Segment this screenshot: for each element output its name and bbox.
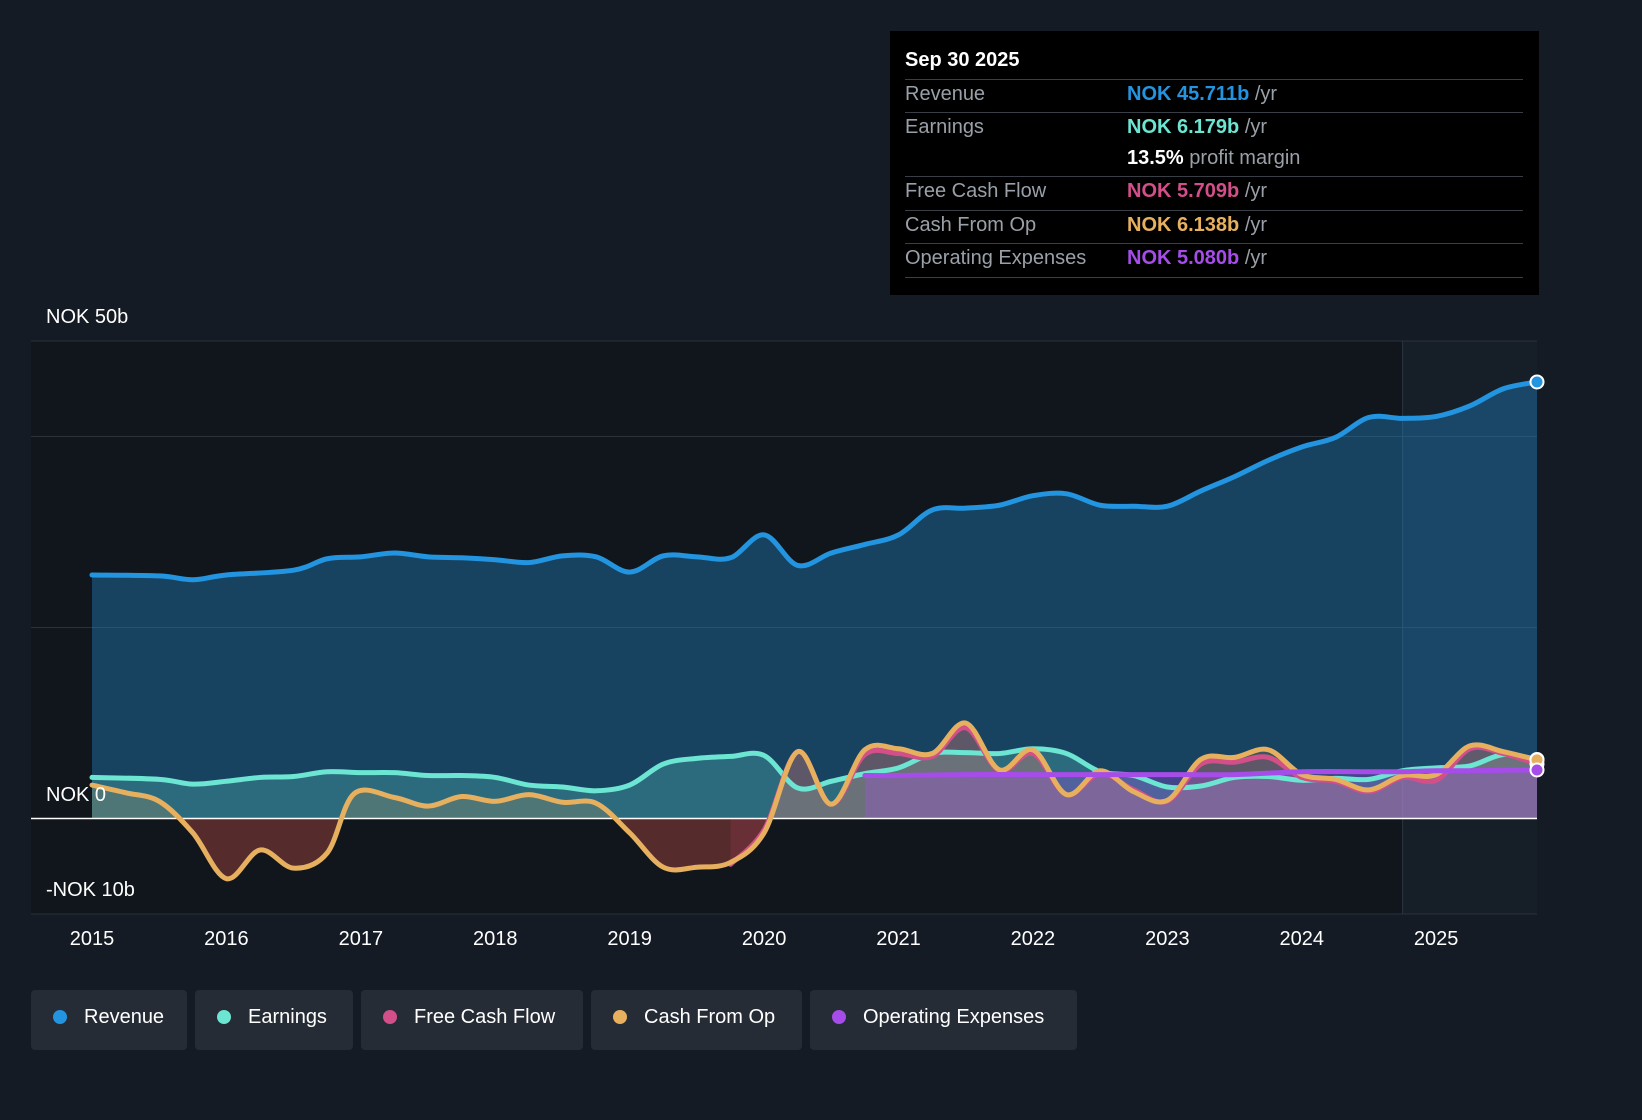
- legend-label: Earnings: [248, 1006, 327, 1028]
- legend-revenue[interactable]: Revenue: [31, 990, 187, 1050]
- x-tick-label: 2017: [338, 928, 384, 950]
- tooltip-row-cfo: Cash From Op NOK 6.138b /yr: [905, 210, 1523, 244]
- tooltip-value: NOK 5.709b /yr: [1127, 180, 1268, 202]
- tooltip-label: Earnings: [905, 116, 984, 138]
- legend-cash-from-op[interactable]: Cash From Op: [591, 990, 802, 1050]
- x-tick-label: 2022: [1010, 928, 1056, 950]
- tooltip-value: 13.5% profit margin: [1127, 147, 1301, 169]
- legend-label: Free Cash Flow: [414, 1006, 556, 1028]
- tooltip-bottom-rule: [905, 277, 1523, 278]
- tooltip-label: Revenue: [905, 83, 986, 105]
- series-end-dots: [1529, 374, 1545, 778]
- legend-free-cash-flow[interactable]: Free Cash Flow: [361, 990, 583, 1050]
- legend-earnings[interactable]: Earnings: [195, 990, 353, 1050]
- tooltip-row-opex: Operating Expenses NOK 5.080b /yr: [905, 243, 1523, 277]
- x-tick-label: 2018: [473, 928, 518, 950]
- area-cash-from-op: [92, 722, 1537, 879]
- tooltip-row-margin: 13.5% profit margin: [905, 144, 1523, 177]
- y-label-zero: NOK 0: [46, 784, 107, 806]
- legend-dot-icon: [613, 1010, 627, 1024]
- area-free-cash-flow: [730, 727, 1537, 865]
- tooltip-row-revenue: Revenue NOK 45.711b /yr: [905, 79, 1523, 113]
- legend-dot-icon: [383, 1010, 397, 1024]
- chart: [31, 340, 1545, 915]
- tooltip-row-fcf: Free Cash Flow NOK 5.709b /yr: [905, 176, 1523, 210]
- end-point-operating-expenses: [1529, 762, 1545, 778]
- line-earnings: [89, 746, 1540, 794]
- y-label-top: NOK 50b: [46, 306, 129, 328]
- area-earnings: [92, 748, 1537, 819]
- legend-label: Revenue: [84, 1006, 165, 1028]
- tooltip-date: Sep 30 2025: [905, 49, 1020, 71]
- legend-label: Operating Expenses: [863, 1006, 1045, 1028]
- tooltip-value: NOK 6.179b /yr: [1127, 116, 1268, 138]
- legend-label: Cash From Op: [644, 1006, 776, 1028]
- y-label-bottom: -NOK 10b: [46, 879, 135, 901]
- end-point-revenue: [1529, 374, 1545, 390]
- legend-dot-icon: [832, 1010, 846, 1024]
- tooltip-row-earnings: Earnings NOK 6.179b /yr: [905, 112, 1523, 146]
- tooltip-value: NOK 6.138b /yr: [1127, 214, 1268, 236]
- x-tick-label: 2024: [1279, 928, 1325, 950]
- x-tick-label: 2015: [69, 928, 115, 950]
- legend-dot-icon: [217, 1010, 231, 1024]
- line-operating-expenses: [862, 767, 1540, 779]
- series-lines: [89, 379, 1540, 882]
- tooltip-label: Operating Expenses: [905, 247, 1087, 269]
- tooltip-label: Cash From Op: [905, 214, 1037, 236]
- x-tick-label: 2016: [204, 928, 249, 950]
- legend-dot-icon: [53, 1010, 67, 1024]
- gridlines: [31, 340, 1537, 915]
- tooltip-value: NOK 45.711b /yr: [1127, 83, 1278, 105]
- legend-operating-expenses[interactable]: Operating Expenses: [810, 990, 1077, 1050]
- area-operating-expenses: [864, 769, 1537, 819]
- x-tick-label: 2025: [1413, 928, 1459, 950]
- x-tick-label: 2021: [876, 928, 921, 950]
- area-revenue: [92, 381, 1537, 819]
- line-revenue: [89, 379, 1540, 583]
- x-tick-label: 2019: [607, 928, 652, 950]
- x-tick-label: 2020: [741, 928, 787, 950]
- tooltip-panel: Sep 30 2025 Revenue NOK 45.711b /yr Earn…: [890, 31, 1539, 295]
- tooltip-value: NOK 5.080b /yr: [1127, 247, 1268, 269]
- series-areas: [92, 381, 1537, 879]
- x-tick-label: 2023: [1145, 928, 1190, 950]
- tooltip-label: Free Cash Flow: [905, 180, 1047, 202]
